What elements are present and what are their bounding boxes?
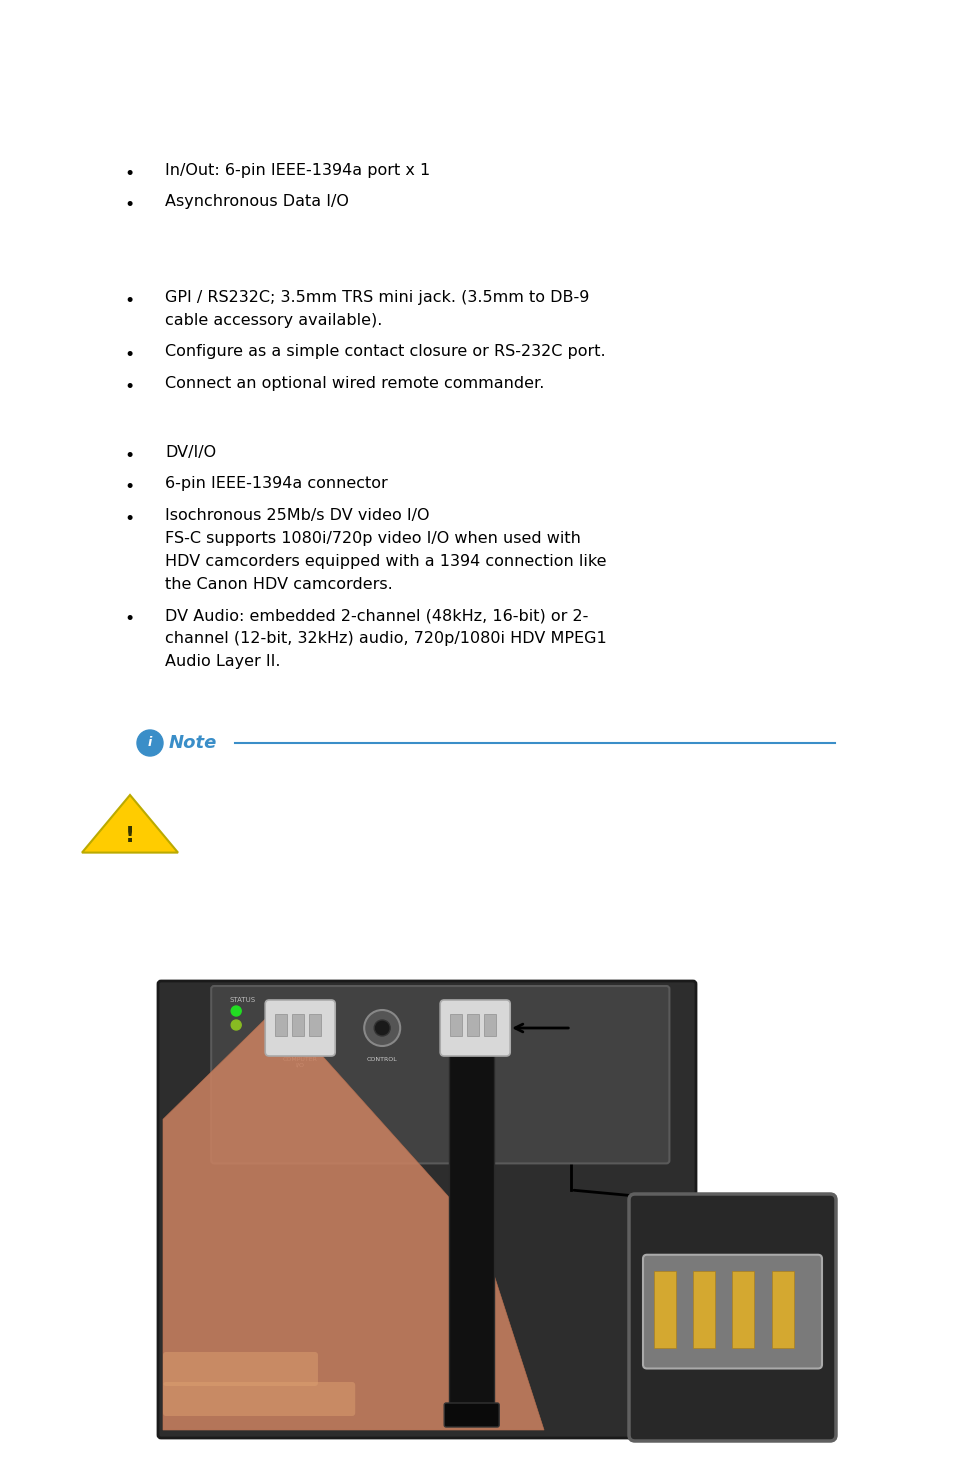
- FancyBboxPatch shape: [163, 1382, 355, 1416]
- Polygon shape: [82, 795, 178, 853]
- Bar: [450, 1013, 461, 1035]
- Text: •: •: [125, 165, 135, 183]
- FancyBboxPatch shape: [211, 985, 669, 1164]
- Text: !: !: [125, 826, 135, 845]
- Bar: [732, 1271, 754, 1348]
- Text: 6-pin IEEE-1394a connector: 6-pin IEEE-1394a connector: [165, 476, 387, 491]
- Text: Connect an optional wired remote commander.: Connect an optional wired remote command…: [165, 376, 544, 391]
- Text: the Canon HDV camcorders.: the Canon HDV camcorders.: [165, 577, 393, 591]
- Bar: [274, 1013, 287, 1035]
- Polygon shape: [163, 1006, 543, 1429]
- Text: Configure as a simple contact closure or RS-232C port.: Configure as a simple contact closure or…: [165, 345, 605, 360]
- Circle shape: [374, 1021, 390, 1035]
- Text: Isochronous 25Mb/s DV video I/O: Isochronous 25Mb/s DV video I/O: [165, 507, 429, 524]
- Text: cable accessory available).: cable accessory available).: [165, 313, 382, 327]
- FancyBboxPatch shape: [628, 1193, 835, 1441]
- FancyBboxPatch shape: [158, 981, 696, 1438]
- Text: DV/I/O: DV/I/O: [165, 445, 216, 460]
- Text: •: •: [125, 292, 135, 310]
- FancyBboxPatch shape: [642, 1255, 821, 1369]
- Text: COMPUTER
I/O: COMPUTER I/O: [282, 1058, 317, 1068]
- FancyBboxPatch shape: [265, 1000, 335, 1056]
- Circle shape: [137, 730, 163, 757]
- Circle shape: [231, 1021, 241, 1030]
- Text: i: i: [148, 736, 152, 749]
- Circle shape: [364, 1010, 399, 1046]
- FancyBboxPatch shape: [444, 1403, 498, 1426]
- Text: DV Audio: embedded 2-channel (48kHz, 16-bit) or 2-: DV Audio: embedded 2-channel (48kHz, 16-…: [165, 608, 588, 624]
- Text: Asynchronous Data I/O: Asynchronous Data I/O: [165, 195, 349, 209]
- Bar: [484, 1013, 496, 1035]
- Circle shape: [231, 1006, 241, 1016]
- Text: STATUS: STATUS: [229, 997, 255, 1003]
- Bar: [693, 1271, 715, 1348]
- Bar: [467, 1013, 478, 1035]
- Bar: [771, 1271, 793, 1348]
- Bar: [449, 1052, 494, 1420]
- Text: •: •: [125, 478, 135, 497]
- Text: Note: Note: [169, 735, 217, 752]
- Text: •: •: [125, 378, 135, 395]
- Text: •: •: [125, 510, 135, 528]
- Bar: [654, 1271, 675, 1348]
- Text: GPI / RS232C; 3.5mm TRS mini jack. (3.5mm to DB-9: GPI / RS232C; 3.5mm TRS mini jack. (3.5m…: [165, 291, 589, 305]
- Text: Audio Layer II.: Audio Layer II.: [165, 655, 280, 670]
- FancyBboxPatch shape: [439, 1000, 510, 1056]
- Text: HDV camcorders equipped with a 1394 connection like: HDV camcorders equipped with a 1394 conn…: [165, 555, 606, 569]
- Bar: [309, 1013, 321, 1035]
- Text: •: •: [125, 611, 135, 628]
- Bar: [292, 1013, 304, 1035]
- Text: •: •: [125, 447, 135, 465]
- Text: •: •: [125, 196, 135, 214]
- FancyBboxPatch shape: [163, 1353, 317, 1386]
- Text: channel (12-bit, 32kHz) audio, 720p/1080i HDV MPEG1: channel (12-bit, 32kHz) audio, 720p/1080…: [165, 631, 606, 646]
- Text: In/Out: 6-pin IEEE-1394a port x 1: In/Out: 6-pin IEEE-1394a port x 1: [165, 164, 430, 178]
- Text: •: •: [125, 347, 135, 364]
- Text: FS-C supports 1080i/720p video I/O when used with: FS-C supports 1080i/720p video I/O when …: [165, 531, 580, 546]
- Text: CONTROL: CONTROL: [367, 1058, 397, 1062]
